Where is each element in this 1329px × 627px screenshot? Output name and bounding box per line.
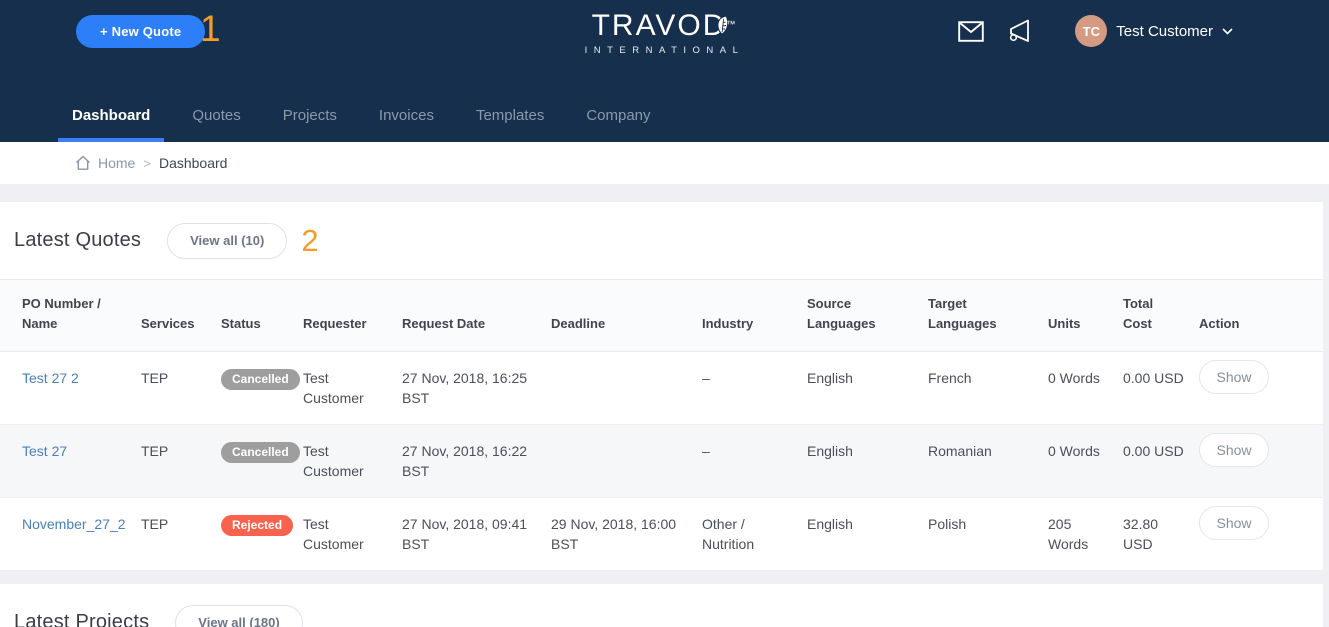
view-all-projects-button[interactable]: View all (180) [175,604,303,627]
col-requester: Requester [303,279,402,352]
breadcrumb-separator: > [143,155,151,171]
tab-invoices[interactable]: Invoices [378,106,434,124]
logo-wordmark: TRAVOD ™ [585,10,745,42]
app-header: + New Quote 1 TRAVOD ™ INTERNATIONAL [0,0,1329,142]
latest-projects-card: Latest Projects View all (180) [0,584,1323,627]
trademark-symbol: ™ [726,19,738,29]
col-industry: Industry [702,279,807,352]
latest-quotes-card: Latest Quotes View all (10) 2 PO Number … [0,202,1323,571]
col-request-date: Request Date [402,279,551,352]
breadcrumb-home-label: Home [98,155,136,171]
header-actions: TC Test Customer [958,0,1233,62]
show-quote-button[interactable]: Show [1199,433,1269,467]
home-icon [76,155,90,170]
annotation-marker-1: 1 [200,8,221,49]
announcements-megaphone-icon[interactable] [1006,18,1031,44]
user-menu[interactable]: TC Test Customer [1075,15,1233,47]
quote-services: TEP [141,424,221,498]
quote-request-date: 27 Nov, 2018, 16:25 BST [402,351,551,425]
quote-industry: – [702,351,807,425]
quote-target-languages: Polish [928,497,1048,571]
section-gap [0,571,1329,584]
annotation-marker-2: 2 [301,223,319,258]
quote-units: 205 Words [1048,497,1123,571]
quote-request-date: 27 Nov, 2018, 09:41 BST [402,497,551,571]
mail-icon[interactable] [958,20,985,42]
logo-text: TRAVO [591,9,703,42]
quote-units: 0 Words [1048,424,1123,498]
quote-deadline [551,351,702,425]
quote-requester: Test Customer [303,497,402,571]
show-quote-button[interactable]: Show [1199,360,1269,394]
col-po-number-name: PO Number / Name [0,279,141,352]
quote-deadline [551,424,702,498]
quote-link[interactable]: Test 27 [22,443,68,459]
quote-link[interactable]: November_27_2 [22,516,126,532]
quote-target-languages: Romanian [928,424,1048,498]
status-badge: Cancelled [221,442,300,463]
quote-row: November_27_2 TEP Rejected Test Customer… [0,497,1323,571]
latest-quotes-title: Latest Quotes [14,229,142,251]
logo-subtitle: INTERNATIONAL [584,45,745,56]
quote-deadline: 29 Nov, 2018, 16:00 BST [551,497,702,571]
status-badge: Rejected [221,515,294,536]
col-action: Action [1199,279,1323,352]
col-services: Services [141,279,221,352]
avatar: TC [1075,15,1108,47]
quotes-table-head: PO Number / Name Services Status Request… [0,279,1323,352]
latest-quotes-header: Latest Quotes View all (10) 2 [0,202,1323,279]
quote-source-languages: English [807,497,928,571]
quote-target-languages: French [928,351,1048,425]
header-top-row: + New Quote 1 TRAVOD ™ INTERNATIONAL [0,0,1329,88]
view-all-quotes-button[interactable]: View all (10) [167,222,288,259]
quote-total-cost: 0.00 USD [1123,424,1199,498]
quote-units: 0 Words [1048,351,1123,425]
show-quote-button[interactable]: Show [1199,506,1269,540]
travod-logo: TRAVOD ™ INTERNATIONAL [584,10,745,57]
latest-projects-header: Latest Projects View all (180) [0,584,1323,627]
main-nav: Dashboard Quotes Projects Invoices Templ… [58,88,665,142]
quote-total-cost: 32.80 USD [1123,497,1199,571]
col-status: Status [221,279,303,352]
new-quote-button[interactable]: + New Quote [76,15,206,48]
logo-letter-d: D [703,10,729,42]
col-deadline: Deadline [551,279,702,352]
quote-total-cost: 0.00 USD [1123,351,1199,425]
quote-services: TEP [141,497,221,571]
quote-source-languages: English [807,424,928,498]
tab-projects[interactable]: Projects [282,106,337,124]
user-name: Test Customer [1116,22,1213,40]
quote-row: Test 27 2 TEP Cancelled Test Customer 27… [0,351,1323,425]
quote-requester: Test Customer [303,424,402,498]
breadcrumb-home-link[interactable]: Home [75,155,135,171]
tab-dashboard[interactable]: Dashboard [58,88,165,142]
quote-request-date: 27 Nov, 2018, 16:22 BST [402,424,551,498]
quote-link[interactable]: Test 27 2 [22,370,79,386]
col-source-languages: Source Languages [807,279,928,352]
col-target-languages: Target Languages [928,279,1048,352]
latest-projects-title: Latest Projects [14,611,150,627]
tab-quotes[interactable]: Quotes [192,106,241,124]
quote-row: Test 27 TEP Cancelled Test Customer 27 N… [0,424,1323,498]
breadcrumb: Home > Dashboard [0,142,1329,184]
page-content: Latest Quotes View all (10) 2 PO Number … [0,184,1329,627]
tab-templates[interactable]: Templates [475,106,545,124]
quote-industry: Other / Nutrition [702,497,807,571]
breadcrumb-current: Dashboard [158,155,228,171]
chevron-down-icon [1222,27,1233,35]
status-badge: Cancelled [221,369,300,390]
quote-services: TEP [141,351,221,425]
leaf-icon [717,15,729,35]
quote-requester: Test Customer [303,351,402,425]
tab-company[interactable]: Company [586,106,651,124]
col-total-cost: Total Cost [1123,279,1199,352]
quote-source-languages: English [807,351,928,425]
quotes-table: PO Number / Name Services Status Request… [0,279,1323,571]
col-units: Units [1048,279,1123,352]
quote-industry: – [702,424,807,498]
